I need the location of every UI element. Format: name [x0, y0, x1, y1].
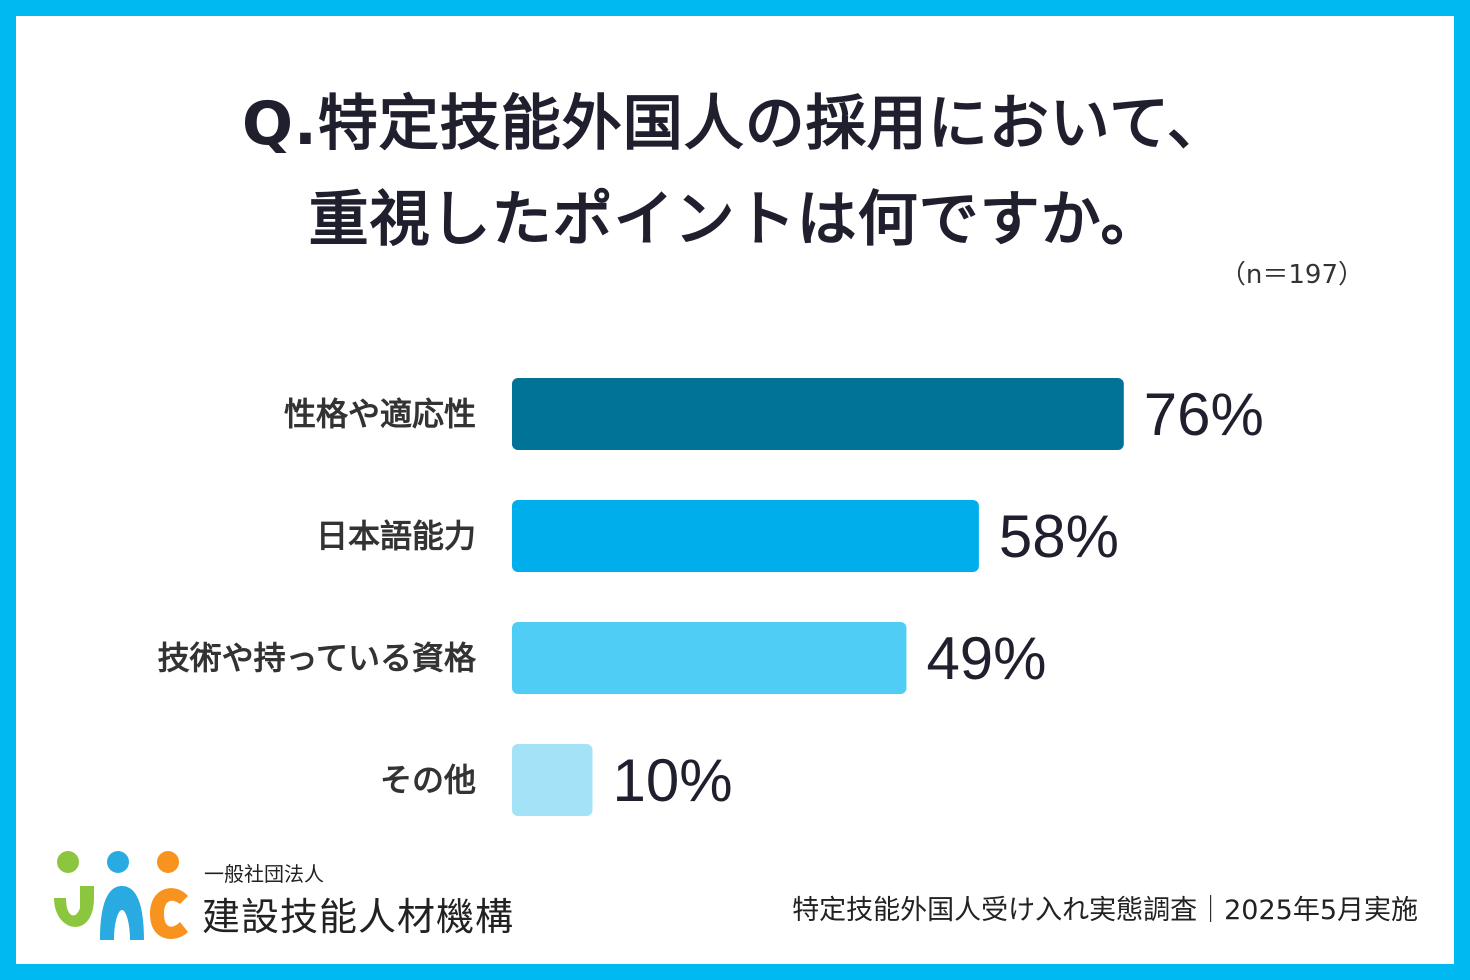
logo-dot-blue	[107, 851, 129, 873]
bar-4	[512, 744, 593, 816]
logo-letter-a	[100, 886, 144, 940]
bar-3	[512, 622, 907, 694]
logo-dot-green	[57, 851, 79, 873]
bar-1	[512, 378, 1124, 450]
value-label-4: 10%	[613, 747, 733, 814]
value-label-1: 76%	[1144, 381, 1264, 448]
category-label-2: 日本語能力	[316, 517, 476, 555]
organization-logo: 一般社団法人 建設技能人材機構	[46, 848, 546, 948]
value-label-3: 49%	[926, 625, 1046, 692]
source-note: 特定技能外国人受け入れ実態調査｜2025年5月実施	[792, 895, 1418, 926]
chart-title: Q.特定技能外国人の採用において、 重視したポイントは何ですか。	[16, 76, 1454, 268]
chart-card: Q.特定技能外国人の採用において、 重視したポイントは何ですか。 （n＝197）…	[16, 16, 1454, 964]
org-name-label: 建設技能人材機構	[202, 895, 515, 939]
sample-size-label: （n＝197）	[1219, 260, 1364, 290]
value-label-2: 58%	[999, 503, 1119, 570]
jac-logo-mark	[54, 851, 188, 940]
title-line-1: Q.特定技能外国人の採用において、	[242, 89, 1228, 159]
category-label-4: その他	[380, 761, 476, 799]
logo-letter-c	[150, 888, 188, 939]
category-label-1: 性格や適応性	[284, 395, 476, 433]
title-line-2: 重視したポイントは何ですか。	[308, 185, 1162, 255]
logo-dot-orange	[157, 851, 179, 873]
org-type-label: 一般社団法人	[204, 862, 324, 886]
category-label-3: 技術や持っている資格	[158, 639, 477, 677]
bar-2	[512, 500, 979, 572]
bar-chart: 性格や適応性 76% 日本語能力 58% 技術や持っている資格 49% その他 10%	[158, 378, 1264, 816]
logo-letter-j	[54, 886, 94, 927]
